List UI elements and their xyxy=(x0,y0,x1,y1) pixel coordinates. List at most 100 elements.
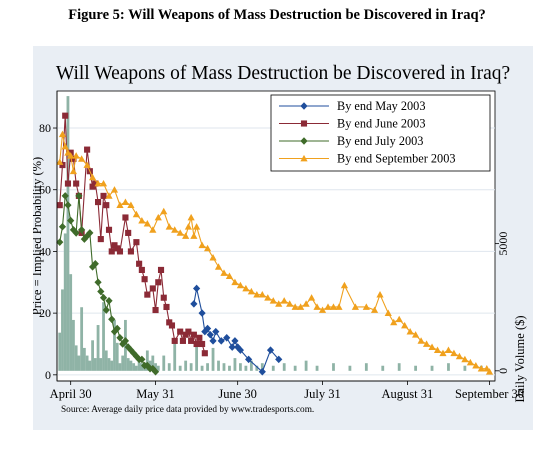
volume-bar xyxy=(124,319,127,371)
data-point xyxy=(307,294,316,301)
data-point xyxy=(124,343,132,351)
data-point xyxy=(144,291,151,298)
volume-bar xyxy=(102,302,105,371)
data-point xyxy=(376,291,384,298)
y-axis-label: Price = Implied Probability (%) xyxy=(33,157,44,315)
legend-marker xyxy=(300,154,308,162)
data-point xyxy=(61,192,69,200)
data-point xyxy=(190,232,198,239)
volume-bar xyxy=(156,365,160,371)
volume-bar xyxy=(282,363,286,371)
data-point xyxy=(138,355,146,364)
series-3 xyxy=(56,130,494,375)
volume-bar xyxy=(88,360,92,371)
chart-canvas: Will Weapons of Mass Destruction be Disc… xyxy=(33,63,527,415)
volume-bar xyxy=(195,345,199,371)
volume-bar xyxy=(381,365,385,371)
data-point xyxy=(108,315,116,324)
volume-bar xyxy=(132,363,136,371)
data-point xyxy=(105,192,113,199)
legend-label: By end June 2003 xyxy=(337,117,425,131)
volume-bar xyxy=(145,350,149,371)
data-point xyxy=(72,152,80,159)
data-point xyxy=(450,349,458,357)
data-point xyxy=(64,201,72,209)
data-point xyxy=(102,306,110,314)
data-point xyxy=(67,152,75,159)
data-point xyxy=(122,214,129,221)
legend: By end May 2003 By end June 2003 By end Ju… xyxy=(270,94,491,172)
volume-bar xyxy=(110,360,114,371)
data-point xyxy=(99,179,108,187)
data-point xyxy=(182,331,189,338)
data-point xyxy=(209,253,217,261)
data-point xyxy=(433,346,442,354)
data-point xyxy=(61,142,69,150)
data-point xyxy=(302,300,310,307)
data-point xyxy=(390,318,398,326)
figure-heading: Figure 5: Will Weapons of Mass Destructi… xyxy=(68,7,486,23)
volume-bar xyxy=(113,319,116,371)
data-point xyxy=(340,281,349,289)
data-point xyxy=(103,202,110,209)
volume-bar xyxy=(77,355,81,371)
data-point xyxy=(138,266,145,273)
volume-bar xyxy=(69,274,73,371)
legend-label: By end May 2003 xyxy=(337,99,425,113)
data-point xyxy=(75,192,83,200)
data-point xyxy=(362,303,370,310)
data-point xyxy=(165,223,173,230)
data-point xyxy=(201,327,209,336)
data-point xyxy=(56,202,63,209)
data-point xyxy=(62,112,69,119)
volume-bar xyxy=(126,358,130,371)
y2-axis-label: Daily Volume ($) xyxy=(513,315,527,402)
data-point xyxy=(91,259,99,268)
data-point xyxy=(198,309,206,317)
y-tick-label: 80 xyxy=(39,121,51,135)
data-point xyxy=(84,146,91,153)
volume-bar xyxy=(137,358,141,371)
x-tick-label: July 31 xyxy=(304,387,340,401)
volume-bar xyxy=(271,365,275,371)
series-0 xyxy=(190,284,283,376)
data-point xyxy=(155,279,162,286)
volume-bar xyxy=(167,363,171,371)
data-point xyxy=(188,337,195,344)
data-point xyxy=(212,327,220,336)
data-point xyxy=(179,337,186,344)
volume-bar xyxy=(222,363,226,371)
data-point xyxy=(127,346,135,354)
data-point xyxy=(94,179,102,187)
data-point xyxy=(132,210,140,218)
data-point xyxy=(247,287,255,295)
volume-bar xyxy=(151,355,155,371)
y-tick-label: 0 xyxy=(45,368,51,382)
data-point xyxy=(466,358,474,366)
legend-marker xyxy=(300,120,308,127)
volume-bar xyxy=(173,340,177,371)
volume-bar xyxy=(58,332,62,371)
data-point xyxy=(395,315,403,323)
data-point xyxy=(329,303,338,310)
data-point xyxy=(166,319,173,326)
data-point xyxy=(228,343,236,351)
data-point xyxy=(92,180,99,187)
data-point xyxy=(73,180,80,187)
data-point xyxy=(78,226,86,234)
data-point xyxy=(258,367,266,376)
x-axis: April 30 May 31 June 30 July 31 August 31 Sep… xyxy=(50,380,524,401)
data-point xyxy=(253,291,261,298)
data-point xyxy=(231,337,239,345)
data-point xyxy=(143,220,151,227)
y-tick-label: 60 xyxy=(39,183,51,197)
data-point xyxy=(477,365,485,372)
data-point xyxy=(114,245,121,252)
data-point xyxy=(56,238,64,246)
data-point xyxy=(59,161,66,169)
data-point xyxy=(291,303,299,310)
data-point xyxy=(116,201,124,209)
data-point xyxy=(110,186,119,193)
data-point xyxy=(125,229,132,236)
volume-bar xyxy=(397,363,401,371)
